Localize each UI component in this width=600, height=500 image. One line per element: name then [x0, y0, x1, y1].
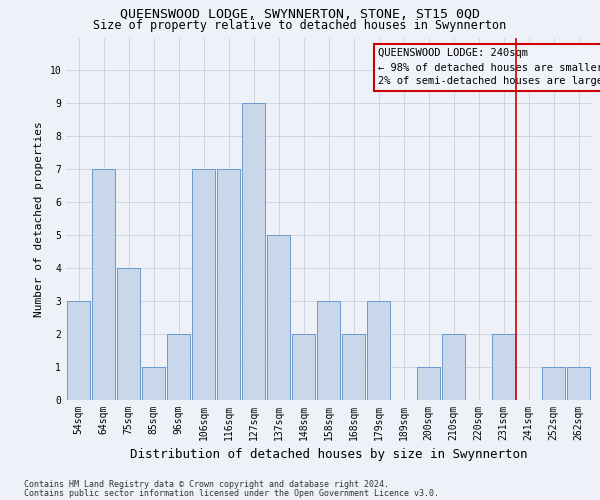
Bar — [217, 170, 240, 400]
Bar — [267, 235, 290, 400]
Text: Contains public sector information licensed under the Open Government Licence v3: Contains public sector information licen… — [24, 488, 439, 498]
Bar — [442, 334, 465, 400]
Text: QUEENSWOOD LODGE: 240sqm
← 98% of detached houses are smaller (57)
2% of semi-de: QUEENSWOOD LODGE: 240sqm ← 98% of detach… — [379, 48, 600, 86]
Text: Size of property relative to detached houses in Swynnerton: Size of property relative to detached ho… — [94, 19, 506, 32]
Bar — [67, 301, 90, 400]
Bar — [417, 367, 440, 400]
Bar — [167, 334, 190, 400]
Text: Contains HM Land Registry data © Crown copyright and database right 2024.: Contains HM Land Registry data © Crown c… — [24, 480, 389, 489]
Text: QUEENSWOOD LODGE, SWYNNERTON, STONE, ST15 0QD: QUEENSWOOD LODGE, SWYNNERTON, STONE, ST1… — [120, 8, 480, 20]
Bar — [242, 104, 265, 400]
Bar — [92, 170, 115, 400]
Bar — [117, 268, 140, 400]
Bar — [367, 301, 390, 400]
Bar — [292, 334, 315, 400]
Bar — [542, 367, 565, 400]
Bar — [142, 367, 165, 400]
Bar — [192, 170, 215, 400]
Bar — [492, 334, 515, 400]
Y-axis label: Number of detached properties: Number of detached properties — [34, 121, 44, 316]
Bar — [342, 334, 365, 400]
X-axis label: Distribution of detached houses by size in Swynnerton: Distribution of detached houses by size … — [130, 448, 527, 462]
Bar — [317, 301, 340, 400]
Bar — [567, 367, 590, 400]
